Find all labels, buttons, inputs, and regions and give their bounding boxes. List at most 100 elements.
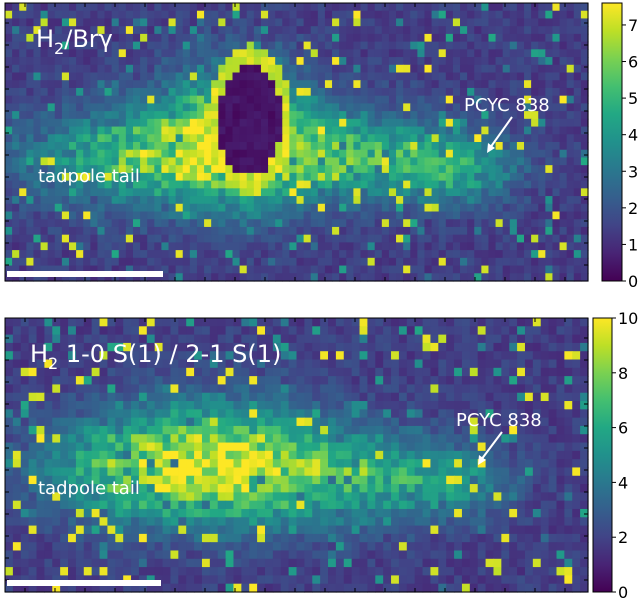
heatmap-cell [303,49,312,58]
heatmap-cell [26,72,35,81]
heatmap-cell [438,211,447,220]
heatmap-cell [44,525,53,535]
heatmap-cell [367,10,376,20]
heatmap-cell [566,10,575,20]
heatmap-cell [445,33,454,43]
heatmap-cell [516,203,525,213]
heatmap-cell [282,211,290,220]
heatmap-cell [580,492,589,502]
heatmap-cell [275,57,283,66]
heatmap-cell [217,409,227,419]
heatmap-cell [264,417,274,427]
heatmap-cell [545,49,554,58]
heatmap-cell [320,434,329,444]
heatmap-cell [353,219,362,228]
heatmap-cell [104,64,113,74]
heatmap-cell [552,49,561,58]
heatmap-cell [488,49,497,58]
heatmap-cell [343,376,353,386]
heatmap-cell [391,342,400,352]
heatmap-cell [201,417,211,427]
heatmap-cell [194,359,203,369]
heatmap-cell [140,10,148,20]
heatmap-cell [36,533,45,543]
heatmap-cell [33,33,42,43]
heatmap-cell [580,326,589,336]
heatmap-cell [68,467,77,477]
heatmap-cell [310,172,319,182]
heatmap-cell [83,508,93,518]
heatmap-cell [509,149,518,159]
heatmap-cell [501,475,510,485]
heatmap-cell [20,508,30,518]
heatmap-cell [111,273,120,282]
heatmap-cell [253,49,262,58]
heatmap-cell [374,273,383,282]
heatmap-cell [209,533,219,543]
heatmap-cell [289,242,298,251]
heatmap-cell [218,126,226,135]
heatmap-cell [264,359,274,369]
heatmap-cell [552,226,561,236]
heatmap-cell [374,180,383,189]
heatmap-cell [19,257,27,267]
heatmap-cell [438,442,447,452]
heatmap-cell [68,517,77,527]
heatmap-cell [147,188,155,197]
heatmap-cell [125,172,134,182]
heatmap-cell [328,318,337,327]
heatmap-cell [36,525,45,535]
heatmap-cell [225,425,235,435]
heatmap-cell [509,326,518,336]
heatmap-cell [351,376,361,386]
heatmap-cell [431,126,440,135]
heatmap-cell [493,334,502,344]
heatmap-cell [477,401,487,410]
heatmap-cell [335,517,345,527]
heatmap-cell [353,165,362,174]
heatmap-cell [431,157,440,166]
heatmap-cell [268,41,276,50]
heatmap-cell [162,450,172,460]
heatmap-cell [548,384,558,394]
heatmap-cell [111,157,120,166]
heatmap-cell [26,3,35,12]
heatmap-cell [431,95,440,104]
heatmap-cell [218,87,226,97]
heatmap-cell [391,318,400,327]
heatmap-cell [204,234,212,243]
heatmap-cell [460,64,468,74]
heatmap-cell [467,118,475,128]
heatmap-cell [75,459,85,469]
heatmap-cell [474,149,482,159]
heatmap-cell [303,257,312,267]
heatmap-cell [414,342,424,352]
heatmap-cell [140,257,148,267]
heatmap-cell [414,492,424,502]
heatmap-cell [44,434,53,444]
heatmap-cell [391,467,400,477]
heatmap-cell [320,508,329,518]
heatmap-cell [264,517,274,527]
heatmap-cell [493,376,502,386]
heatmap-cell [138,367,148,377]
heatmap-cell [343,318,353,327]
heatmap-cell [424,250,433,259]
heatmap-cell [509,450,518,460]
heatmap-cell [288,425,298,435]
heatmap-cell [115,517,124,527]
heatmap-cell [548,367,558,377]
heatmap-cell [485,508,495,518]
heatmap-cell [111,103,120,112]
heatmap-cell [107,376,116,386]
heatmap-cell [324,203,333,213]
heatmap-cell [391,484,400,493]
heatmap-cell [538,18,546,27]
heatmap-cell [445,180,454,189]
heatmap-cell [154,326,164,336]
heatmap-cell [147,80,155,89]
heatmap-cell [249,384,258,394]
heatmap-cell [182,49,191,58]
heatmap-cell [346,172,354,182]
heatmap-cell [296,500,305,510]
